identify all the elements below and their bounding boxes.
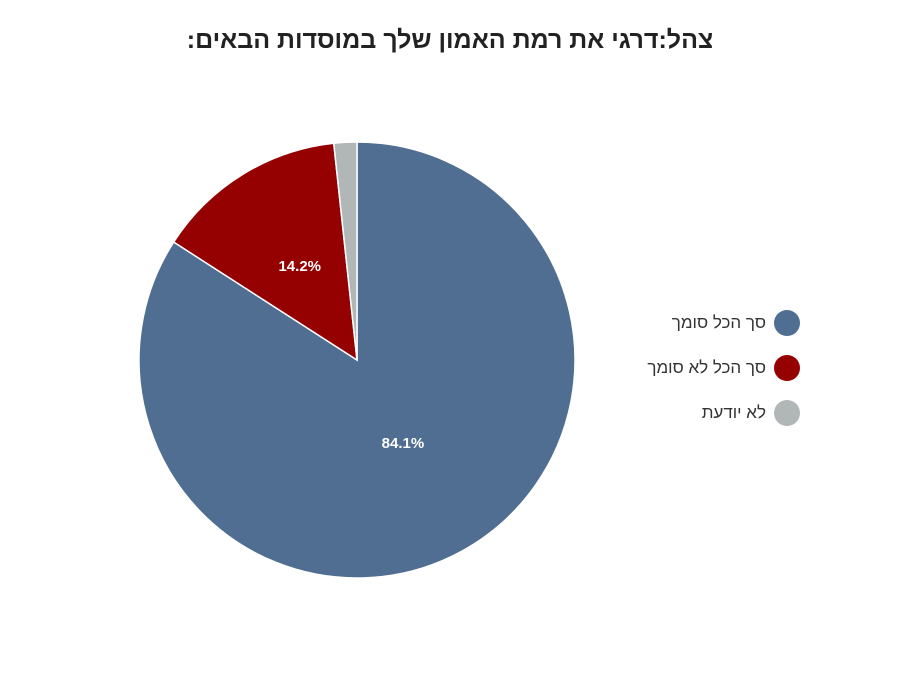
legend-label: לא יודעת bbox=[701, 402, 766, 422]
pie-slice-total-distrust[interactable] bbox=[172, 142, 358, 362]
pie-slice-dont-know[interactable] bbox=[332, 141, 358, 361]
legend-label: סך הכל סומך bbox=[671, 312, 766, 332]
chart-title: צהל:דרגי את רמת האמון שלך במוסדות הבאים: bbox=[186, 26, 714, 54]
legend-swatch-icon bbox=[774, 399, 800, 426]
legend-item-dont-know[interactable]: לא יודעת bbox=[580, 390, 800, 435]
data-label-total-distrust: 14.2% bbox=[278, 258, 321, 275]
legend-item-total-trust[interactable]: סך הכל סומך bbox=[580, 300, 800, 345]
legend-label: סך הכל לא סומך bbox=[647, 357, 766, 377]
legend-swatch-icon bbox=[774, 354, 800, 381]
data-label-total-trust: 84.1% bbox=[382, 435, 425, 452]
legend: סך הכל סומך סך הכל לא סומך לא יודעת bbox=[580, 300, 800, 435]
legend-swatch-icon bbox=[774, 309, 800, 336]
legend-item-total-distrust[interactable]: סך הכל לא סומך bbox=[580, 345, 800, 390]
